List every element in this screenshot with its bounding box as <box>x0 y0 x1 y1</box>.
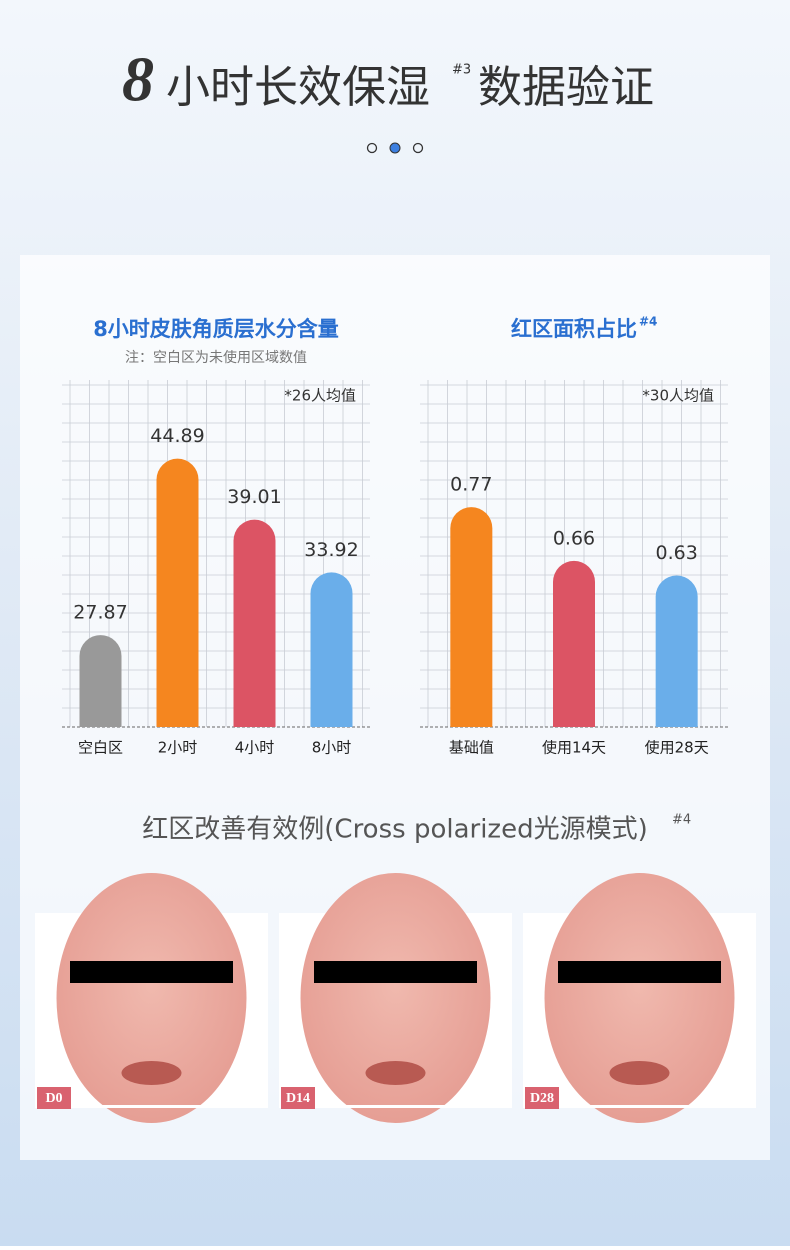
dot-active <box>389 142 401 154</box>
bar <box>156 458 199 727</box>
bar <box>79 635 122 727</box>
x-tick-label: 2小时 <box>158 739 198 757</box>
eye-bar <box>314 961 477 983</box>
photo-label: D28 <box>530 1091 554 1106</box>
section-title: 红区改善有效例(Cross polarized光源模式) <box>142 815 647 845</box>
face <box>300 873 491 1123</box>
lips <box>365 1061 426 1085</box>
chart-annotation: *30人均值 <box>642 387 714 405</box>
value-label: 0.77 <box>450 474 492 496</box>
dot <box>412 142 424 154</box>
x-tick-label: 4小时 <box>235 739 275 757</box>
value-label: 27.87 <box>73 602 127 624</box>
photo-tag <box>281 1087 315 1109</box>
value-label: 33.92 <box>304 539 358 561</box>
photo-label: D14 <box>286 1091 310 1106</box>
x-tick-label: 使用14天 <box>542 739 606 757</box>
chart-subtitle: 注：空白区为未使用区域数值 <box>125 349 307 366</box>
chart-annotation: *26人均值 <box>284 387 356 405</box>
eye-bar <box>558 961 721 983</box>
lips <box>609 1061 670 1085</box>
chart-title-sup: #4 <box>639 315 657 329</box>
dot <box>366 142 378 154</box>
title-sup: #3 <box>452 63 471 78</box>
photo-bottom <box>279 1105 512 1108</box>
x-tick-label: 基础值 <box>449 739 494 757</box>
title: 小时长效保湿 <box>166 62 430 113</box>
chart-title: 8小时皮肤角质层水分含量 <box>93 317 339 341</box>
title-number: 8 <box>122 44 154 115</box>
eye-bar <box>70 961 233 983</box>
section-sup: #4 <box>672 813 691 828</box>
photo-tag <box>525 1087 559 1109</box>
face <box>56 873 247 1123</box>
x-tick-label: 8小时 <box>312 739 352 757</box>
lips <box>121 1061 182 1085</box>
photo-label: D0 <box>45 1091 62 1106</box>
value-label: 44.89 <box>150 425 204 447</box>
bar <box>310 572 353 727</box>
value-label: 0.66 <box>553 527 595 549</box>
value-label: 0.63 <box>656 542 698 564</box>
x-tick-label: 空白区 <box>78 739 123 757</box>
bar <box>553 560 595 727</box>
face <box>544 873 735 1123</box>
x-tick-label: 使用28天 <box>645 739 709 757</box>
title-rest: 数据验证 <box>478 62 654 113</box>
photo-bottom <box>523 1105 756 1108</box>
chart-title: 红区面积占比 <box>511 317 637 341</box>
bar <box>233 519 276 727</box>
photo-bottom <box>35 1105 268 1108</box>
photo-tag <box>37 1087 71 1109</box>
value-label: 39.01 <box>227 486 281 508</box>
bar <box>655 575 698 727</box>
bar <box>450 507 493 727</box>
